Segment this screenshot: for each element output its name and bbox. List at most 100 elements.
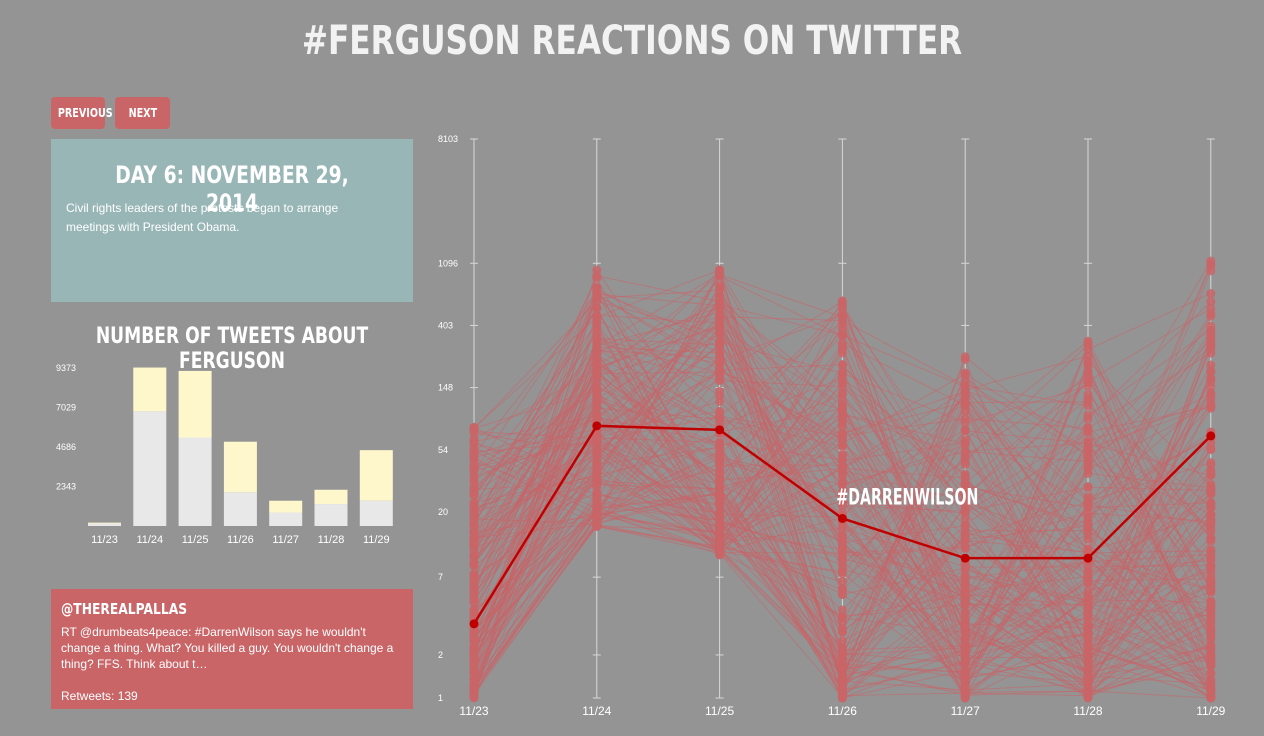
background-series-point [715, 364, 725, 374]
background-series-point [1083, 462, 1093, 472]
background-series-point [1083, 690, 1093, 700]
background-series-point [960, 685, 970, 695]
background-series-point [1206, 629, 1216, 639]
background-series-point [960, 406, 970, 416]
bar-segment [359, 500, 393, 526]
background-series-point [1083, 482, 1093, 492]
background-series-point [592, 504, 602, 514]
bar-segment [178, 437, 212, 526]
background-series-point [837, 341, 847, 351]
highlight-series-point [837, 513, 847, 523]
previous-button[interactable]: PREVIOUS [51, 97, 113, 129]
background-series-point [837, 440, 847, 450]
background-series-point [592, 348, 602, 358]
background-series-point [837, 643, 847, 653]
background-series-point [1206, 366, 1216, 376]
background-series-point [1206, 256, 1216, 266]
background-series-point [960, 608, 970, 618]
background-series-point [592, 411, 602, 421]
highlight-series-point [592, 421, 602, 431]
background-series-point [960, 655, 970, 665]
background-series-point [837, 584, 847, 594]
next-button-label: NEXT [128, 106, 157, 120]
background-series-point [1206, 612, 1216, 622]
background-series-point [960, 586, 970, 596]
background-series-point [837, 359, 847, 369]
background-series-point [469, 582, 479, 592]
tweet-text: RT @drumbeats4peace: #DarrenWilson says … [61, 625, 394, 671]
background-series-point [837, 553, 847, 563]
background-series-point [837, 450, 847, 460]
background-series-point [837, 379, 847, 389]
background-series-point [469, 660, 479, 670]
background-series-point [592, 434, 602, 444]
background-series-point [1206, 562, 1216, 572]
x-axis-label: 11/24 [582, 704, 611, 718]
tweet-retweet-count: Retweets: 139 [61, 689, 138, 703]
background-series-point [960, 456, 970, 466]
day-title: DAY 6: NOVEMBER 29, 2014 [115, 161, 349, 217]
background-series-point [1083, 571, 1093, 581]
x-axis-label: 11/27 [951, 704, 980, 718]
bar-x-tick-label: 11/23 [91, 534, 118, 546]
background-series-point [1206, 297, 1216, 307]
background-series-point [715, 396, 725, 406]
day-info-panel: DAY 6: NOVEMBER 29, 2014 Civil rights le… [51, 139, 413, 302]
background-series-point [1206, 570, 1216, 580]
background-series-point [1083, 425, 1093, 435]
background-series-point [715, 414, 725, 424]
background-series-point [1083, 366, 1093, 376]
background-series-point [1083, 390, 1093, 400]
background-series-point [592, 379, 602, 389]
bar-segment [314, 504, 348, 526]
background-series-point [960, 418, 970, 428]
background-series-point [1083, 414, 1093, 424]
background-series-point [1206, 684, 1216, 694]
page-title: #FERGUSON REACTIONS ON TWITTER [301, 18, 963, 64]
tweet-username[interactable]: @THEREALPALLAS [61, 600, 188, 618]
background-series-point [1206, 481, 1216, 491]
background-series-point [715, 498, 725, 508]
background-series-point [960, 368, 970, 378]
y-axis-label: 403 [438, 320, 453, 330]
highlight-series-point [715, 425, 725, 435]
highlight-series-point [1206, 431, 1216, 441]
bar-segment [88, 523, 121, 526]
day-description: Civil rights leaders of the protests beg… [66, 201, 339, 234]
bar-y-tick-label: 9373 [56, 363, 76, 373]
background-series-point [715, 474, 725, 484]
background-series-point [960, 573, 970, 583]
bar-segment [314, 489, 348, 505]
background-series-point [837, 636, 847, 646]
y-axis-label: 1 [438, 693, 443, 703]
background-series-point [592, 518, 602, 528]
background-series-point [1206, 458, 1216, 468]
tweet-count-bar-chart: 2343 4686 7029 9373 11/23 11/24 11/25 11/26 11/2… [56, 363, 393, 546]
background-series-point [592, 290, 602, 300]
background-series-point [715, 320, 725, 330]
background-series-point [960, 377, 970, 387]
background-series-point [592, 470, 602, 480]
bar-segment [269, 500, 303, 513]
background-series-point [715, 308, 725, 318]
background-series-point [960, 494, 970, 504]
bar-segment [223, 492, 257, 526]
background-series-point [1206, 399, 1216, 409]
background-series-point [1206, 335, 1216, 345]
bar-y-tick-label: 7029 [56, 403, 76, 413]
bar-x-tick-label: 11/27 [272, 534, 299, 546]
background-series-point [1083, 401, 1093, 411]
background-series-point [1083, 679, 1093, 689]
bar-segment [223, 441, 257, 493]
bar-chart-title: NUMBER OF TWEETS ABOUT FERGUSON [95, 324, 369, 374]
background-series-point [469, 490, 479, 500]
bar-segment [178, 370, 212, 438]
background-series-point [469, 606, 479, 616]
background-series-point [960, 521, 970, 531]
x-axis-label: 11/26 [828, 704, 857, 718]
background-series-point [960, 514, 970, 524]
background-series-point [1206, 309, 1216, 319]
background-series-point [1206, 289, 1216, 299]
background-series-point [960, 542, 970, 552]
next-button[interactable]: NEXT [115, 97, 170, 129]
